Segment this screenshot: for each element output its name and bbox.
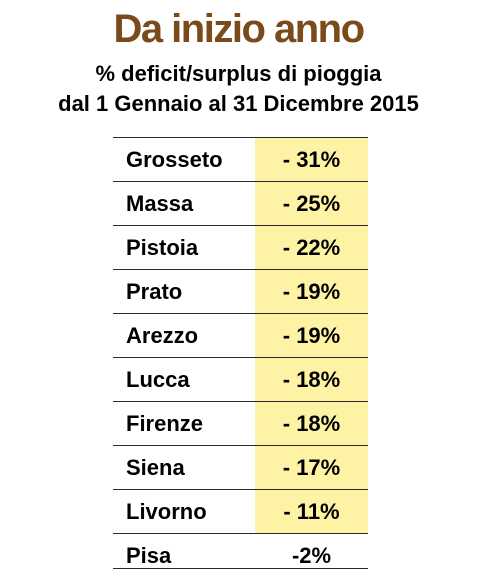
city-label: Grosseto — [126, 147, 223, 172]
table-row: Siena - 17% — [113, 446, 368, 490]
chart-title: Da inizio anno — [113, 7, 365, 51]
table-row: Prato - 19% — [113, 270, 368, 314]
table-row: Grosseto - 31% — [113, 137, 368, 182]
city-label: Pisa — [126, 543, 172, 568]
value-cell: - 19% — [255, 270, 368, 313]
city-label: Livorno — [126, 499, 207, 524]
value-cell: -2% — [291, 543, 332, 568]
city-label: Arezzo — [126, 323, 199, 348]
chart-subtitle-line-1: % deficit/surplus di pioggia — [95, 61, 382, 86]
city-label: Firenze — [126, 411, 204, 436]
table-row: Pistoia - 22% — [113, 226, 368, 270]
table-row: Firenze - 18% — [113, 402, 368, 446]
chart-subtitle-line-2: dal 1 Gennaio al 31 Dicembre 2015 — [58, 91, 419, 116]
value-cell: - 19% — [255, 314, 368, 357]
table-row: Lucca - 18% — [113, 358, 368, 402]
value-cell: - 11% — [255, 490, 368, 533]
value-cell: - 22% — [255, 226, 368, 269]
table-row: Massa - 25% — [113, 182, 368, 226]
city-label: Prato — [126, 279, 183, 304]
city-label: Pistoia — [126, 235, 199, 260]
rainfall-table: Grosseto - 31% Massa - 25% Pistoia - 22%… — [113, 137, 368, 577]
value-cell: - 31% — [255, 138, 368, 181]
value-cell: - 18% — [255, 402, 368, 445]
city-label: Massa — [126, 191, 194, 216]
value-cell: - 17% — [255, 446, 368, 489]
value-cell: - 18% — [255, 358, 368, 401]
table-row: Pisa -2% — [113, 534, 368, 577]
value-cell: - 25% — [255, 182, 368, 225]
city-label: Siena — [126, 455, 185, 480]
table-row: Arezzo - 19% — [113, 314, 368, 358]
city-label: Lucca — [126, 367, 190, 392]
table-bottom-rule — [113, 568, 368, 569]
table-row: Livorno - 11% — [113, 490, 368, 534]
